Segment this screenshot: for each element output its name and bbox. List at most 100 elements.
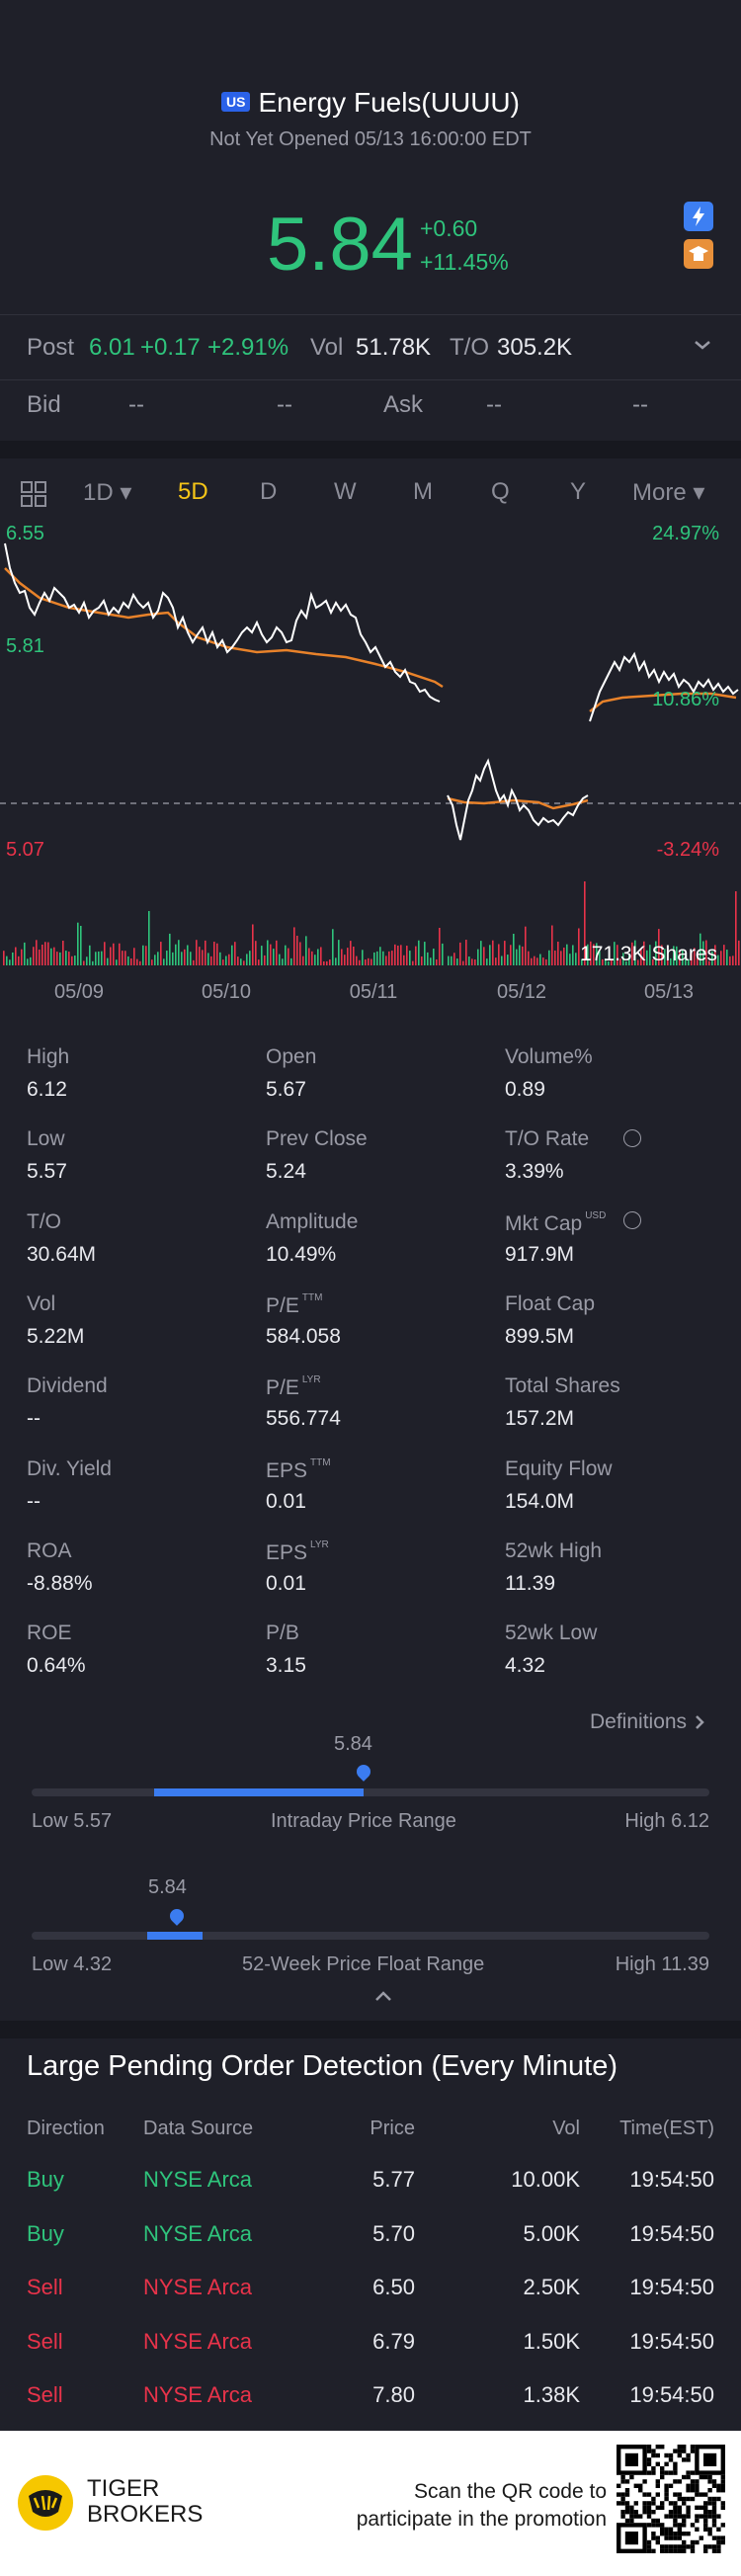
stat-value: -- — [27, 1407, 41, 1431]
tab-day[interactable]: D — [260, 478, 278, 505]
volume-bar — [664, 949, 666, 965]
volume-bar — [391, 951, 393, 965]
tab-5d[interactable]: 5D — [178, 478, 208, 505]
week52-high: High 11.39 — [615, 1953, 709, 1975]
volume-bar — [643, 941, 645, 965]
volume-bar — [302, 956, 304, 965]
tab-1d[interactable]: 1D ▾ — [83, 479, 132, 506]
qr-code-icon[interactable] — [617, 2445, 725, 2553]
volume-bar — [139, 960, 141, 965]
tab-week[interactable]: W — [334, 478, 357, 505]
volume-bar — [92, 960, 94, 965]
order-source: NYSE Arca — [143, 2382, 253, 2407]
volume-bar — [578, 928, 580, 965]
promo-footer: TIGER BROKERS Scan the QR code to partic… — [0, 2431, 741, 2576]
volume-bar — [394, 944, 396, 965]
tab-more[interactable]: More ▾ — [632, 479, 705, 506]
volume-bar — [480, 941, 482, 965]
volume-bar — [44, 942, 46, 965]
chart-left-bottom: 5.07 — [6, 839, 44, 861]
brand-name: TIGER BROKERS — [87, 2475, 204, 2528]
stat-value: 10.49% — [266, 1242, 337, 1266]
volume-bar — [569, 954, 571, 965]
volume-bar — [110, 947, 112, 965]
price-chart[interactable]: 6.55 5.81 5.07 24.97% 10.86% -3.24% 171.… — [0, 523, 741, 1018]
volume-bar — [726, 950, 728, 965]
orders-title: Large Pending Order Detection (Every Min… — [27, 2050, 618, 2082]
lightning-icon[interactable] — [684, 202, 713, 231]
volume-bar — [21, 949, 23, 965]
order-price: 5.70 — [372, 2220, 415, 2246]
divider — [0, 379, 741, 380]
volume-bar — [661, 945, 663, 965]
volume-bar — [688, 958, 690, 965]
mkt-cap-info-icon[interactable] — [623, 1211, 641, 1229]
definitions-link[interactable]: Definitions — [590, 1710, 706, 1734]
stat-value: 5.57 — [27, 1160, 67, 1184]
volume-bar — [519, 945, 521, 965]
volume-bar — [353, 947, 355, 965]
volume-bar — [210, 956, 212, 965]
volume-bar — [249, 951, 251, 965]
volume-bar — [175, 944, 177, 965]
volume-bar — [219, 952, 221, 965]
volume-bar — [6, 956, 8, 965]
education-icon[interactable] — [684, 239, 713, 269]
tab-month[interactable]: M — [413, 478, 433, 505]
volume-bar — [101, 951, 103, 965]
post-vol-value: 51.78K — [356, 334, 432, 361]
volume-bar — [717, 955, 719, 965]
volume-bar — [732, 956, 734, 965]
volume-bar — [290, 957, 292, 965]
volume-bar — [614, 942, 616, 965]
stat-label: P/E LYR — [266, 1374, 321, 1400]
volume-bar — [216, 943, 218, 965]
volume-bar — [468, 956, 470, 965]
volume-bar — [285, 945, 287, 965]
order-price: 6.79 — [372, 2328, 415, 2354]
chart-right-top: 24.97% — [652, 524, 719, 544]
bid-label: Bid — [27, 391, 61, 418]
stock-name: Energy Fuels(UUUU) — [258, 87, 520, 118]
volume-bar — [98, 951, 100, 965]
volume-bar — [187, 945, 189, 965]
volume-bar — [80, 926, 82, 965]
volume-bar — [24, 942, 26, 965]
volume-bar — [685, 955, 687, 965]
layout-grid-icon[interactable] — [20, 480, 47, 508]
volume-bar — [551, 925, 553, 965]
volume-bar — [240, 958, 242, 965]
order-price: 7.80 — [372, 2382, 415, 2407]
order-vol: 1.50K — [523, 2328, 581, 2354]
volume-bar — [95, 952, 97, 965]
volume-bar — [631, 942, 633, 965]
volume-bar — [720, 951, 722, 965]
volume-bar — [231, 945, 233, 965]
stat-value: 556.774 — [266, 1407, 341, 1431]
volume-bar — [625, 960, 627, 965]
to-rate-info-icon[interactable] — [623, 1129, 641, 1147]
chevron-right-icon — [696, 1715, 704, 1729]
tiger-logo-icon — [18, 2475, 73, 2531]
volume-bar — [691, 953, 693, 965]
volume-bar — [373, 952, 375, 965]
date-tick: 05/09 — [54, 981, 104, 1003]
intraday-marker-icon — [354, 1762, 374, 1782]
tab-year[interactable]: Y — [570, 478, 587, 505]
volume-bar — [347, 948, 349, 965]
chevron-down-icon[interactable] — [692, 337, 713, 353]
order-vol: 5.00K — [523, 2220, 581, 2246]
chevron-up-icon[interactable] — [373, 1989, 393, 2003]
order-direction: Sell — [27, 2382, 63, 2407]
chart-right-bottom: -3.24% — [657, 839, 720, 861]
volume-bar — [637, 959, 639, 965]
week52-marker-icon — [167, 1906, 188, 1926]
volume-bar — [397, 945, 399, 965]
volume-bar — [658, 929, 660, 965]
volume-bar — [151, 959, 153, 965]
volume-bar — [205, 940, 206, 965]
order-vol: 2.50K — [523, 2275, 581, 2299]
volume-bar — [166, 951, 168, 965]
volume-bar — [47, 942, 49, 965]
tab-quarter[interactable]: Q — [491, 478, 510, 505]
